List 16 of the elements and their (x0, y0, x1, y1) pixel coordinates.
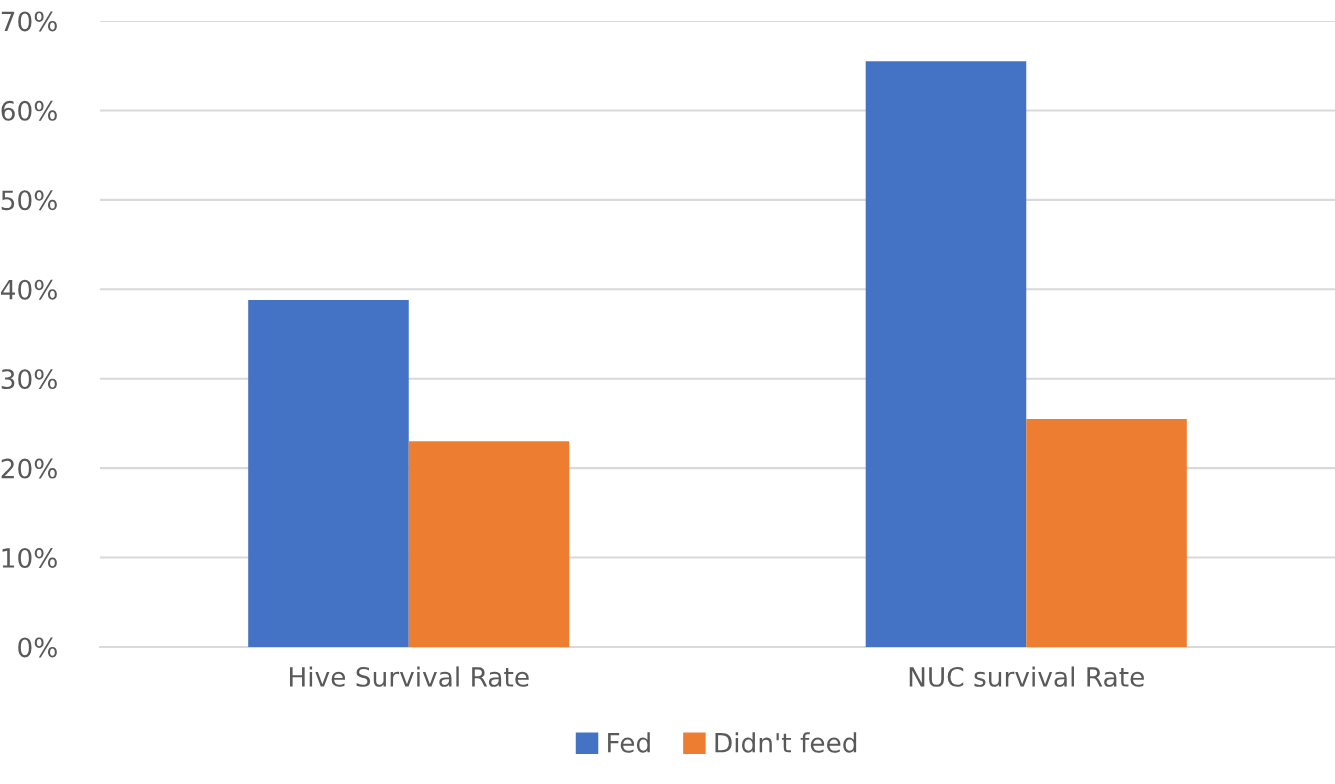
y-tick-label: 50% (1, 190, 57, 211)
x-tick-label: Hive Survival Rate (289, 666, 529, 687)
bar (1026, 418, 1187, 647)
bar (408, 441, 570, 647)
y-tick-label: 70% (1, 11, 57, 32)
bar (248, 300, 409, 647)
legend-label: Didn't feed (715, 732, 857, 753)
legend-label: Fed (608, 732, 650, 753)
bar (865, 61, 1027, 647)
y-tick-label: 40% (0, 279, 57, 300)
y-tick-label: 30% (1, 369, 57, 390)
x-tick-label: NUC survival Rate (909, 666, 1144, 687)
y-tick-label: 10% (2, 548, 57, 568)
y-tick-label: 0% (18, 637, 57, 658)
y-tick-label: 60% (1, 100, 57, 121)
y-tick-label: 20% (1, 458, 57, 479)
